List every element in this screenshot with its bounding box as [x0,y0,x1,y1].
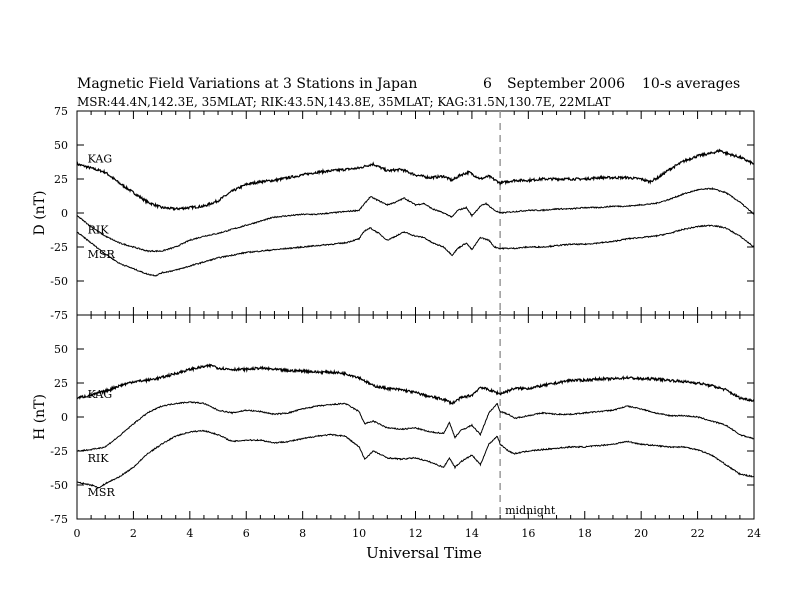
d-component-panel: -75 -50 -25 0 25 50 75 KAG RIK MSR [50,105,755,322]
series-label-kag: KAG [88,388,113,401]
y-tick-label: -25 [50,445,68,458]
chart-averaging-note: 10-s averages [642,76,740,92]
series-label-msr: MSR [88,248,116,261]
x-tick-label: 22 [691,527,705,540]
series-line-kag [76,148,755,211]
x-tick-label: 20 [634,527,648,540]
x-tick-label: 12 [409,527,423,540]
panel-frame [76,314,755,520]
series-line-msr [76,429,755,489]
series-line-msr [76,224,755,277]
x-tick-label: 10 [352,527,366,540]
chart-title: Magnetic Field Variations at 3 Stations … [77,76,417,92]
series-label-msr: MSR [88,486,116,499]
y-tick-label: -25 [50,241,68,254]
y-tick-label: -75 [50,513,68,526]
y-tick-label: 0 [61,411,68,424]
h-axis-label: H (nT) [32,394,48,440]
y-tick-label: 0 [61,207,68,220]
x-tick-label: 6 [243,527,250,540]
x-tick-label: 2 [130,527,137,540]
chart-date-day: 6 [483,76,492,92]
y-tick-label: 50 [54,343,68,356]
series-line-rik [76,187,755,253]
d-axis-label: D (nT) [32,191,48,236]
y-tick-label: -75 [50,309,68,322]
y-tick-label: 50 [54,139,68,152]
y-tick-label: 75 [54,105,68,118]
midnight-label: midnight [505,504,556,517]
series-label-kag: KAG [88,153,113,166]
x-tick-label: 16 [521,527,535,540]
x-tick-label: 14 [465,527,479,540]
series-line-kag [76,363,755,406]
y-tick-label: 25 [54,377,68,390]
series-label-rik: RIK [88,223,110,236]
x-axis-label: Universal Time [366,544,482,562]
y-tick-label: -50 [50,479,68,492]
series-line-rik [76,401,755,452]
chart-stations-info: MSR:44.4N,142.3E, 35MLAT; RIK:43.5N,143.… [77,95,611,109]
y-tick-label: 25 [54,173,68,186]
x-tick-label: 8 [299,527,306,540]
x-tick-label: 24 [747,527,761,540]
panel-frame [76,110,755,316]
x-tick-label: 18 [578,527,592,540]
y-tick-label: -50 [50,275,68,288]
chart-date-month-year: September 2006 [507,76,625,92]
x-tick-label: 4 [186,527,193,540]
series-label-rik: RIK [88,452,110,465]
x-tick-label: 0 [74,527,81,540]
